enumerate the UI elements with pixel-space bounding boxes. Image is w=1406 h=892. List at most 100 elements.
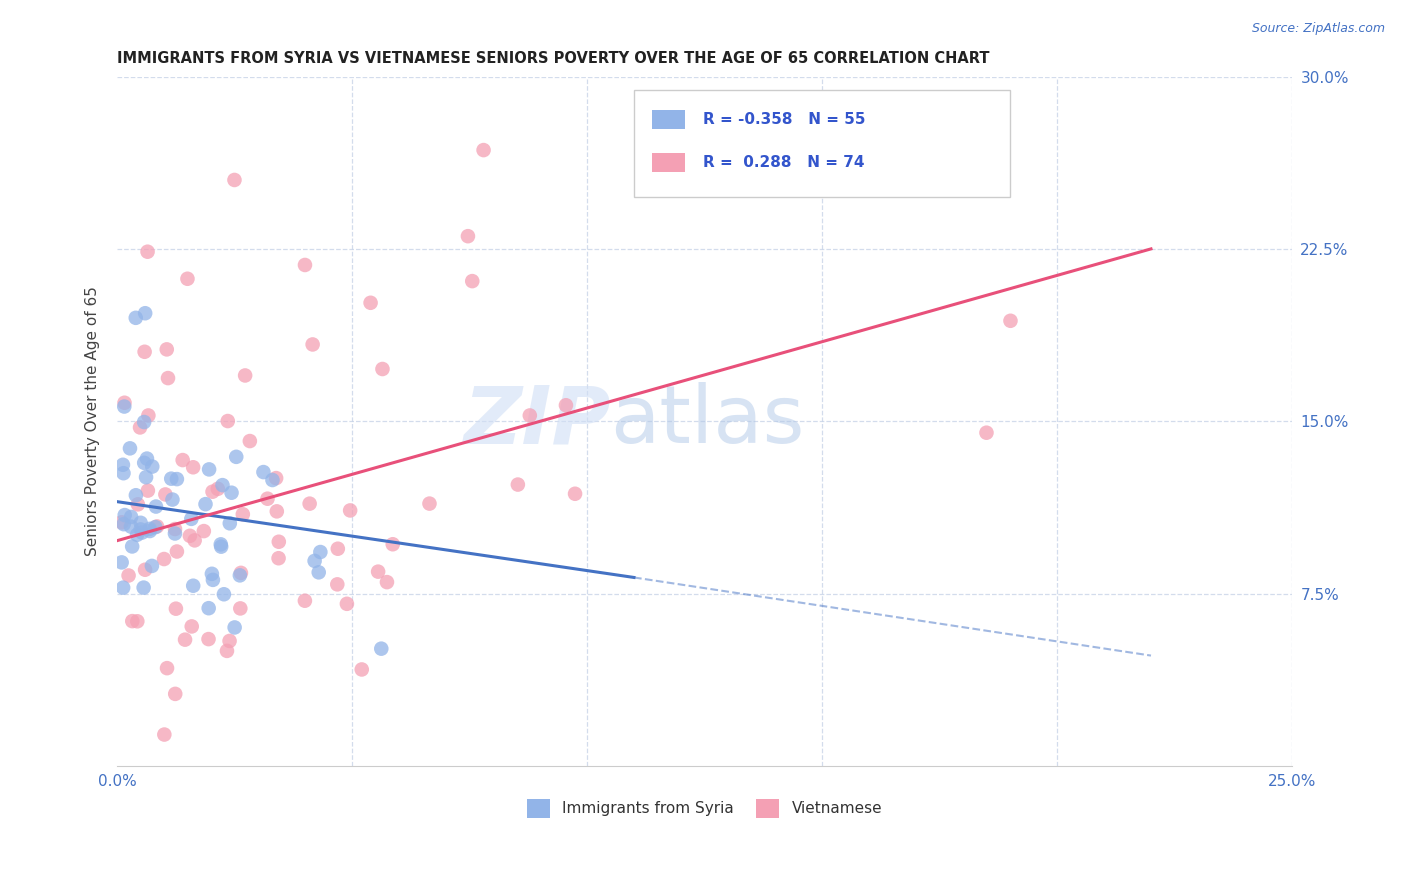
Y-axis label: Seniors Poverty Over the Age of 65: Seniors Poverty Over the Age of 65 (86, 286, 100, 556)
Point (112, 467, 135, 481)
Point (138, 522, 160, 536)
Point (233, 368, 256, 383)
Point (976, 425, 998, 440)
Point (457, 229, 479, 244)
Point (201, 484, 224, 499)
Point (218, 634, 240, 648)
Point (134, 456, 156, 470)
Point (201, 573, 224, 587)
Point (180, 512, 202, 526)
Point (266, 504, 288, 518)
Point (127, 528, 149, 542)
Point (267, 534, 290, 549)
Text: R =  0.288   N = 74: R = 0.288 N = 74 (703, 155, 865, 170)
Point (156, 661, 179, 675)
Point (179, 529, 201, 543)
Point (174, 632, 197, 647)
Point (129, 523, 152, 537)
Point (129, 516, 152, 530)
Point (117, 568, 139, 582)
Point (181, 579, 204, 593)
Point (135, 470, 157, 484)
Point (134, 563, 156, 577)
Point (339, 503, 361, 517)
Point (121, 614, 143, 628)
Point (472, 143, 495, 157)
Point (120, 519, 142, 533)
Point (360, 295, 382, 310)
Point (125, 488, 148, 502)
Point (370, 641, 392, 656)
Point (304, 554, 326, 568)
Point (350, 663, 373, 677)
Point (301, 337, 323, 351)
Point (207, 482, 229, 496)
Point (111, 458, 134, 472)
Point (156, 371, 179, 385)
Point (118, 442, 141, 456)
Point (131, 525, 153, 540)
Point (176, 272, 198, 286)
Point (197, 632, 219, 646)
Point (155, 487, 177, 501)
Point (381, 537, 404, 551)
Point (114, 508, 136, 522)
Point (326, 541, 349, 556)
Point (229, 568, 252, 582)
Point (114, 396, 136, 410)
Point (136, 451, 159, 466)
Point (555, 398, 578, 412)
Point (294, 593, 316, 607)
Point (111, 555, 134, 569)
Point (141, 459, 163, 474)
Point (201, 566, 224, 581)
Point (461, 274, 484, 288)
Point (134, 344, 156, 359)
Point (519, 409, 541, 423)
Point (163, 522, 186, 536)
Point (665, 133, 688, 147)
Point (139, 524, 162, 538)
Text: Source: ZipAtlas.com: Source: ZipAtlas.com (1251, 22, 1385, 36)
Point (336, 597, 359, 611)
Point (221, 485, 243, 500)
Point (194, 497, 217, 511)
Point (225, 450, 247, 464)
Point (180, 619, 202, 633)
Point (172, 453, 194, 467)
FancyBboxPatch shape (651, 110, 685, 129)
Point (262, 473, 284, 487)
Point (308, 566, 330, 580)
Point (367, 565, 389, 579)
Point (326, 577, 349, 591)
Point (215, 644, 238, 658)
Point (371, 362, 394, 376)
Point (183, 533, 205, 548)
Point (112, 400, 135, 414)
Point (166, 472, 188, 486)
Point (256, 491, 278, 506)
Point (209, 537, 232, 551)
Point (193, 524, 215, 538)
Point (239, 434, 262, 448)
Point (141, 558, 163, 573)
Point (232, 508, 254, 522)
Point (125, 310, 148, 325)
Point (153, 727, 176, 741)
Point (252, 465, 274, 479)
Point (506, 477, 529, 491)
Point (224, 173, 246, 187)
Point (1000, 314, 1022, 328)
Point (162, 492, 184, 507)
Point (136, 483, 159, 498)
Point (136, 244, 159, 259)
Point (181, 460, 204, 475)
Point (145, 500, 167, 514)
Point (112, 581, 135, 595)
Point (143, 520, 166, 534)
Point (952, 150, 974, 164)
Point (564, 487, 586, 501)
Point (134, 415, 156, 429)
Point (264, 471, 287, 485)
Point (165, 687, 187, 701)
